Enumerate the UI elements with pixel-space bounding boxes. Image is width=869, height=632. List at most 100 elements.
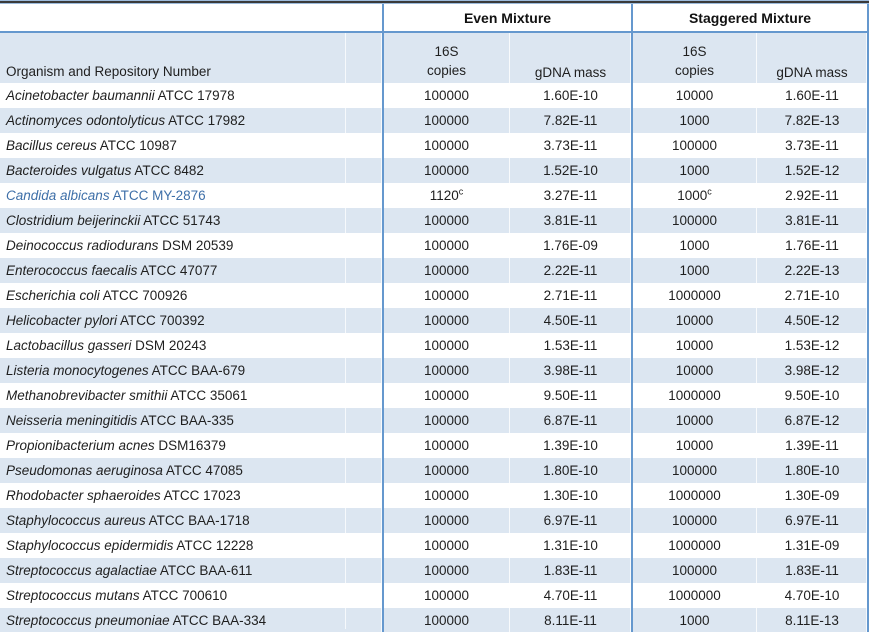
table-row: Clostridium beijerinckii ATCC 51743 10000…	[0, 208, 869, 233]
even-gdna-mass-cell: 3.81E-11	[510, 208, 634, 233]
organism-name: Deinococcus radiodurans	[6, 238, 159, 253]
even-gdna-mass-cell: 1.83E-11	[510, 558, 634, 583]
even-gdna-mass-cell: 1.53E-11	[510, 333, 634, 358]
even-16s-copies-cell: 100000	[384, 308, 510, 333]
even-16s-copies-cell: 100000	[384, 483, 510, 508]
organism-cell: Enterococcus faecalis ATCC 47077	[0, 258, 384, 283]
staggered-16s-copies-cell: 1000000	[633, 533, 758, 558]
table-row: Streptococcus mutans ATCC 700610 100000 4.…	[0, 583, 869, 608]
even-16s-copies-cell: 100000	[384, 283, 510, 308]
organism-cell: Acinetobacter baumannii ATCC 17978	[0, 83, 384, 108]
organism-name: Streptococcus mutans	[6, 588, 140, 603]
organism-cell: Helicobacter pylori ATCC 700392	[0, 308, 384, 333]
staggered-gdna-mass-cell: 1.76E-11	[757, 233, 869, 258]
even-gdna-mass-cell: 1.30E-10	[510, 483, 634, 508]
staggered-16s-copies-cell: 100000	[633, 508, 758, 533]
organism-name: Rhodobacter sphaeroides	[6, 488, 161, 503]
copies-label: copies	[426, 63, 467, 78]
staggered-16s-copies-cell: 10000	[633, 408, 758, 433]
table-row: Enterococcus faecalis ATCC 47077 100000 2.…	[0, 258, 869, 283]
table-row: Staphylococcus epidermidis ATCC 12228 100…	[0, 533, 869, 558]
staggered-16s-copies-cell: 10000	[633, 433, 758, 458]
staggered-gdna-mass-cell: 1.31E-09	[757, 533, 869, 558]
staggered-gdna-mass-cell: 1.53E-12	[757, 333, 869, 358]
copies-label: copies	[675, 63, 715, 78]
table-row: Streptococcus pneumoniae ATCC BAA-334 100…	[0, 608, 869, 632]
even-16s-copies-cell: 100000	[384, 433, 510, 458]
even-16s-copies-cell: 100000	[384, 583, 510, 608]
staggered-16s-copies-cell: 10000	[633, 333, 758, 358]
organism-name: Staphylococcus aureus	[6, 513, 146, 528]
staggered-16s-copies-cell: 1000000	[633, 383, 758, 408]
repository-number: ATCC 35061	[167, 388, 248, 403]
organism-cell: Methanobrevibacter smithii ATCC 35061	[0, 383, 384, 408]
even-gdna-mass-cell: 4.50E-11	[510, 308, 634, 333]
table-row: Candida albicans ATCC MY-2876 1120c 3.27E-…	[0, 183, 869, 208]
even-gdna-mass-cell: 6.87E-11	[510, 408, 634, 433]
even-gdna-mass-cell: 1.60E-10	[510, 83, 634, 108]
even-gdna-mass-cell: 7.82E-11	[510, 108, 634, 133]
staggered-16s-copies-cell: 10000	[633, 358, 758, 383]
even-mixture-header: Even Mixture	[384, 4, 634, 33]
even-16s-copies-cell: 100000	[384, 133, 510, 158]
organism-cell: Deinococcus radiodurans DSM 20539	[0, 233, 384, 258]
organism-name: Staphylococcus epidermidis	[6, 538, 174, 553]
table-row: Bacillus cereus ATCC 10987 100000 3.73E-11…	[0, 133, 869, 158]
staggered-gdna-mass-cell: 1.52E-12	[757, 158, 869, 183]
repository-number: ATCC 17023	[160, 488, 241, 503]
organism-cell: Bacteroides vulgatus ATCC 8482	[0, 158, 384, 183]
table-row: Pseudomonas aeruginosa ATCC 47085 100000 1…	[0, 458, 869, 483]
table-row: Deinococcus radiodurans DSM 20539 100000 1…	[0, 233, 869, 258]
organism-name: Candida albicans	[6, 188, 110, 203]
table-row: Staphylococcus aureus ATCC BAA-1718 10000…	[0, 508, 869, 533]
table-row: Streptococcus agalactiae ATCC BAA-611 100…	[0, 558, 869, 583]
even-16s-copies-cell: 100000	[384, 458, 510, 483]
even-16s-copies-cell: 100000	[384, 258, 510, 283]
even-gdna-mass-cell: 9.50E-11	[510, 383, 634, 408]
organism-cell: Neisseria meningitidis ATCC BAA-335	[0, 408, 384, 433]
repository-number: ATCC 51743	[140, 213, 221, 228]
table-row: Acinetobacter baumannii ATCC 17978 100000…	[0, 83, 869, 108]
table-row: Rhodobacter sphaeroides ATCC 17023 100000…	[0, 483, 869, 508]
table-row: Listeria monocytogenes ATCC BAA-679 10000…	[0, 358, 869, 383]
top-rule-blue-line	[0, 3, 869, 4]
table-row: Propionibacterium acnes DSM16379 100000 1.…	[0, 433, 869, 458]
staggered-gdna-mass-cell: 3.98E-12	[757, 358, 869, 383]
even-16s-copies-cell: 100000	[384, 533, 510, 558]
staggered-gdna-mass-cell: 1.30E-09	[757, 483, 869, 508]
top-rule	[0, 0, 869, 4]
even-16s-copies-cell: 100000	[384, 158, 510, 183]
organism-cell: Propionibacterium acnes DSM16379	[0, 433, 384, 458]
organism-name: Bacillus cereus	[6, 138, 97, 153]
organism-cell: Rhodobacter sphaeroides ATCC 17023	[0, 483, 384, 508]
organism-cell: Actinomyces odontolyticus ATCC 17982	[0, 108, 384, 133]
16s-label: 16S	[434, 44, 459, 59]
organism-name: Bacteroides vulgatus	[6, 163, 132, 178]
organism-name: Streptococcus pneumoniae	[6, 613, 170, 628]
organism-name: Enterococcus faecalis	[6, 263, 138, 278]
organism-name: Neisseria meningitidis	[6, 413, 138, 428]
even-gdna-mass-cell: 4.70E-11	[510, 583, 634, 608]
organism-name: Helicobacter pylori	[6, 313, 118, 328]
even-gdna-mass-cell: 1.80E-10	[510, 458, 634, 483]
staggered-gdna-mass-cell: 6.87E-12	[757, 408, 869, 433]
corner-empty-cell	[0, 4, 384, 33]
even-gdna-mass-cell: 1.39E-10	[510, 433, 634, 458]
repository-number: ATCC 12228	[173, 538, 254, 553]
even-16s-copies-cell: 1120c	[384, 183, 510, 208]
group-header-row: Even Mixture Staggered Mixture	[0, 4, 869, 33]
staggered-gdna-mass-cell: 4.50E-12	[757, 308, 869, 333]
repository-number: ATCC BAA-611	[156, 563, 253, 578]
staggered-gdna-mass-cell: 1.80E-10	[757, 458, 869, 483]
staggered-gdna-mass-cell: 9.50E-10	[757, 383, 869, 408]
repository-number: ATCC 700610	[139, 588, 228, 603]
staggered-mixture-header: Staggered Mixture	[633, 4, 869, 33]
repository-number: ATCC 8482	[131, 163, 204, 178]
staggered-16s-copies-cell: 1000000	[633, 583, 758, 608]
organism-name: Pseudomonas aeruginosa	[6, 463, 163, 478]
even-16s-copies-cell: 100000	[384, 333, 510, 358]
top-rule-dark-line	[0, 1, 869, 3]
even-gdna-mass-cell: 3.27E-11	[510, 183, 634, 208]
staggered-gdna-mass-header: gDNA mass	[757, 33, 869, 83]
